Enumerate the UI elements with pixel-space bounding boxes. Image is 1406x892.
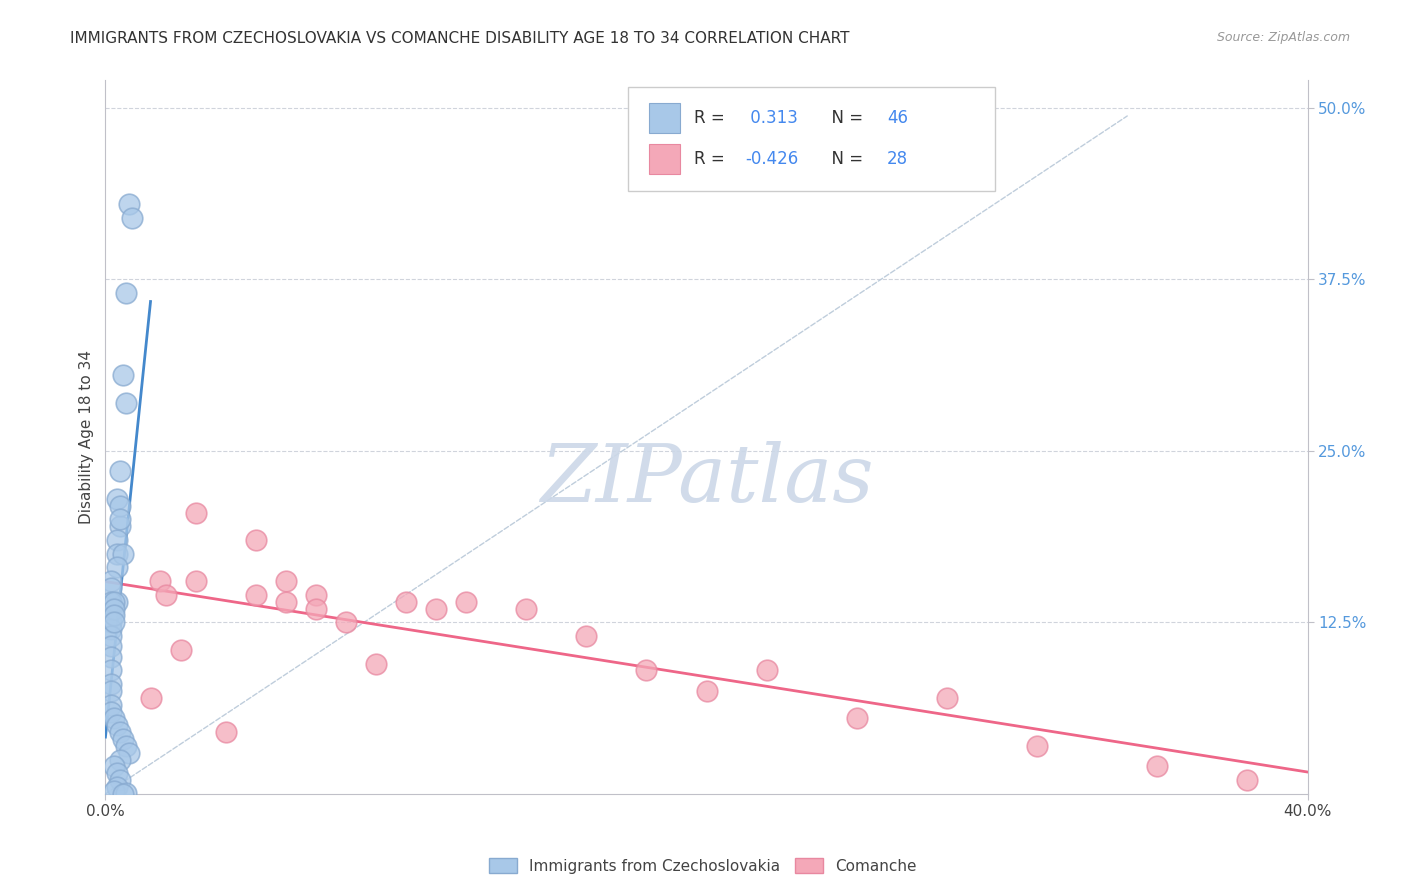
Point [103,759,125,773]
Point [100,705,122,719]
Point [100,664,122,678]
Point [107,718,129,732]
Point [1146,759,1168,773]
Point [305,588,328,602]
Point [107,595,129,609]
Point [274,595,297,609]
Text: IMMIGRANTS FROM CZECHOSLOVAKIA VS COMANCHE DISABILITY AGE 18 TO 34 CORRELATION C: IMMIGRANTS FROM CZECHOSLOVAKIA VS COMANC… [70,31,849,46]
Point [100,684,122,698]
Point [184,574,207,589]
Point [305,601,328,615]
Text: Source: ZipAtlas.com: Source: ZipAtlas.com [1216,31,1350,45]
Point [139,690,162,705]
Point [112,547,135,561]
Point [845,711,868,725]
Point [575,629,598,643]
Point [121,211,143,225]
Point [112,368,135,383]
Text: ZIPatlas: ZIPatlas [540,442,873,518]
Point [112,731,135,746]
Text: R =: R = [695,109,731,127]
Point [100,574,122,589]
Point [107,766,129,780]
Point [100,595,122,609]
Point [115,739,138,753]
Text: N =: N = [821,109,868,127]
Point [755,664,778,678]
Point [395,595,418,609]
Point [103,615,125,630]
Point [364,657,387,671]
Point [184,506,207,520]
Point [118,746,141,760]
Point [110,753,132,767]
Point [100,649,122,664]
Point [100,622,122,636]
Point [1236,773,1258,788]
Point [100,581,122,595]
Text: 46: 46 [887,109,908,127]
Point [110,512,132,526]
Point [107,491,129,506]
Point [115,285,138,300]
Point [425,601,447,615]
FancyBboxPatch shape [648,103,681,133]
Point [110,499,132,513]
Point [107,780,129,794]
Point [454,595,477,609]
Point [110,519,132,533]
Point [110,725,132,739]
Point [107,533,129,547]
Point [103,601,125,615]
Legend: Immigrants from Czechoslovakia, Comanche: Immigrants from Czechoslovakia, Comanche [484,852,922,880]
Point [103,784,125,798]
FancyBboxPatch shape [648,144,681,174]
Point [103,595,125,609]
Point [107,547,129,561]
Point [636,664,658,678]
Point [103,608,125,623]
Point [245,533,267,547]
Point [100,698,122,712]
Point [115,396,138,410]
Point [148,574,170,589]
Point [155,588,177,602]
Text: -0.426: -0.426 [745,150,799,168]
Point [107,560,129,574]
Point [274,574,297,589]
Text: N =: N = [821,150,868,168]
Point [118,196,141,211]
FancyBboxPatch shape [628,87,995,191]
Point [115,785,138,799]
Point [1026,739,1049,753]
Point [100,615,122,630]
Point [103,711,125,725]
Point [245,588,267,602]
Point [169,642,191,657]
Text: R =: R = [695,150,731,168]
Point [515,601,537,615]
Point [110,464,132,478]
Point [696,684,718,698]
Point [335,615,357,630]
Y-axis label: Disability Age 18 to 34: Disability Age 18 to 34 [79,350,94,524]
Point [110,773,132,788]
Point [936,690,959,705]
Point [100,639,122,653]
Text: 28: 28 [887,150,908,168]
Point [112,787,135,801]
Point [100,629,122,643]
Point [214,725,236,739]
Point [100,677,122,691]
Text: 0.313: 0.313 [745,109,797,127]
